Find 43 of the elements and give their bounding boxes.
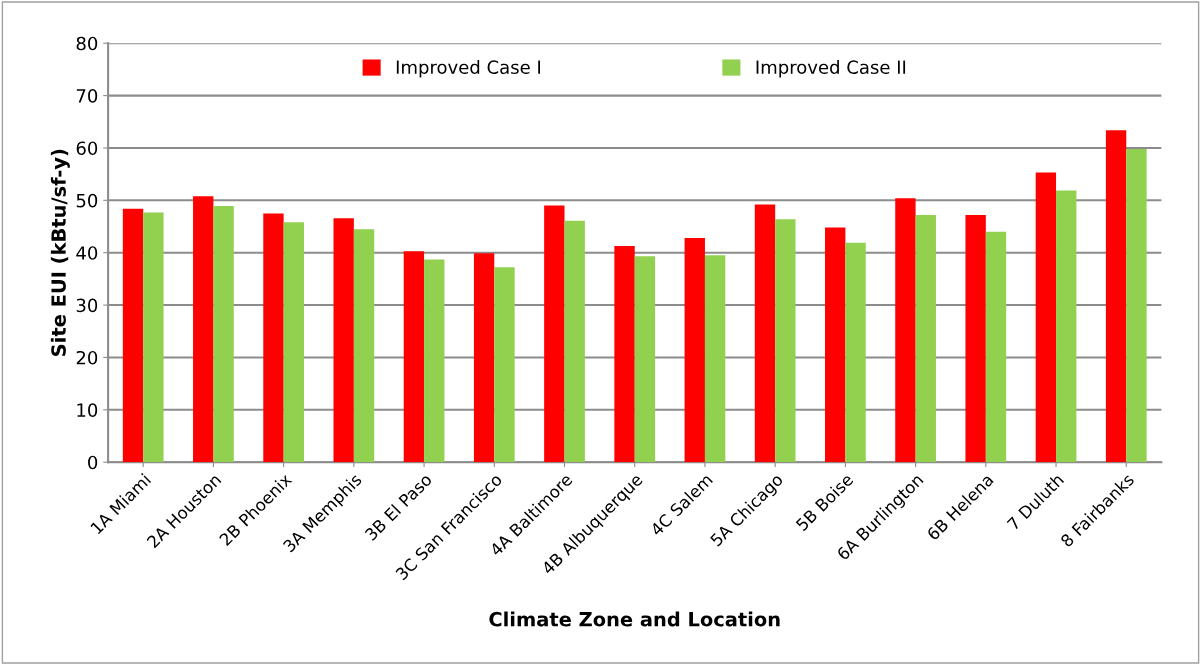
bar — [424, 259, 445, 463]
bar — [965, 214, 986, 463]
bar — [915, 214, 936, 463]
y-tick-label: 20 — [76, 350, 98, 365]
bar — [1035, 172, 1057, 463]
bar — [1105, 130, 1127, 463]
bar — [704, 255, 726, 463]
bar — [895, 198, 916, 463]
bar — [825, 227, 846, 463]
bar — [614, 245, 635, 463]
bar — [985, 231, 1007, 463]
bar — [213, 206, 234, 463]
y-tick-label: 80 — [76, 36, 98, 51]
bar — [494, 267, 515, 463]
y-axis-title: Site EUI (kBtu/sf-y) — [50, 149, 70, 356]
bar — [564, 220, 585, 463]
bar — [143, 212, 164, 463]
bar — [473, 253, 495, 463]
y-tick-label: 40 — [76, 246, 98, 260]
y-tick-label: 10 — [77, 403, 98, 417]
legend-label: Improved Case I — [396, 60, 541, 78]
y-tick-label: 30 — [76, 298, 98, 313]
y-tick-label: 50 — [76, 193, 98, 208]
bar — [775, 219, 796, 463]
bar — [263, 213, 284, 463]
bar — [403, 251, 425, 463]
bar — [1056, 190, 1077, 463]
bar — [1126, 149, 1147, 463]
bar — [544, 205, 565, 463]
y-tick-label: 0 — [88, 455, 98, 470]
bar — [754, 204, 776, 463]
bar — [845, 242, 866, 463]
bar — [684, 238, 705, 463]
bar — [333, 218, 354, 463]
bar — [193, 196, 214, 463]
bar — [634, 256, 656, 463]
y-tick-label: 60 — [76, 141, 98, 156]
legend-label: Improved Case II — [756, 60, 906, 78]
y-tick-label: 70 — [76, 89, 98, 103]
x-axis-title: Climate Zone and Location — [489, 611, 780, 627]
bar — [353, 229, 375, 463]
bar — [122, 208, 144, 463]
bar — [283, 222, 304, 463]
